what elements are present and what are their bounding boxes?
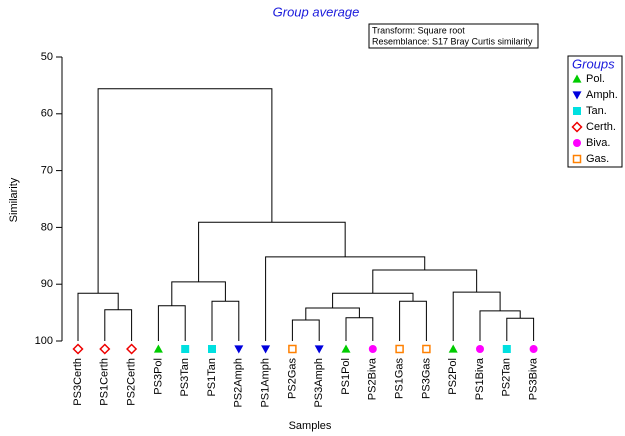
merge-link [198, 221, 346, 282]
merge-link [211, 300, 240, 341]
sample-label: PS3Amph [313, 358, 325, 408]
sample-marker [261, 345, 271, 354]
sample-label: PS3Biva [528, 357, 540, 400]
sample-label: PS1Gas [394, 358, 406, 399]
y-tick-label: 80 [41, 221, 53, 233]
legend-marker [571, 121, 583, 133]
legend-title: Groups [572, 56, 615, 71]
merge-link [479, 310, 521, 341]
y-axis-label: Similarity [8, 177, 20, 222]
sample-label: PS2Tan [501, 358, 513, 397]
merge-link [291, 319, 320, 341]
sample-marker [368, 345, 377, 353]
sample-label: PS2Biva [367, 357, 379, 400]
sample-marker [314, 345, 324, 354]
sample-label: PS2Gas [286, 358, 298, 399]
y-tick-label: 100 [35, 335, 53, 347]
sample-marker [341, 344, 351, 353]
sample-marker [395, 344, 404, 354]
merge-link [157, 305, 186, 341]
legend-label: Biva. [586, 137, 610, 149]
merge-link [345, 317, 374, 341]
merge-link [399, 300, 427, 341]
sample-label: PS2Pol [447, 358, 459, 395]
merge-link [506, 317, 535, 341]
sample-marker [208, 345, 216, 353]
sample-label: PS3Tan [179, 358, 191, 397]
merge-link [332, 292, 414, 309]
legend-label: Amph. [586, 89, 618, 101]
y-tick-label: 90 [41, 278, 53, 290]
sample-label: PS1Certh [99, 358, 111, 406]
y-tick-label: 60 [41, 108, 53, 120]
y-tick-label: 50 [41, 51, 53, 63]
note: Transform: Square root [372, 25, 465, 35]
merge-link [372, 269, 478, 294]
sample-marker [99, 343, 111, 355]
sample-marker [448, 344, 458, 353]
sample-marker [181, 345, 190, 353]
sample-label: PS3Pol [152, 358, 164, 395]
sample-label: PS1Biva [474, 357, 486, 400]
merge-link [77, 292, 119, 341]
merge-link [452, 291, 501, 341]
note: Resemblance: S17 Bray Curtis similarity [372, 36, 533, 46]
sample-marker [288, 344, 297, 354]
sample-marker [422, 344, 431, 354]
sample-marker [126, 343, 138, 355]
sample-marker [476, 345, 484, 353]
sample-marker [72, 343, 84, 355]
legend-marker [573, 139, 581, 147]
legend-marker [572, 154, 582, 164]
sample-label: PS2Certh [126, 358, 138, 406]
sample-marker [153, 344, 163, 353]
merge-link [171, 281, 226, 306]
note-box [368, 23, 539, 49]
sample-label: PS2Amph [233, 358, 245, 408]
x-axis-label: Samples [289, 420, 332, 432]
sample-marker [529, 345, 538, 353]
sample-label: PS1Tan [206, 358, 218, 397]
merge-link [104, 309, 133, 341]
sample-label: PS3Certh [72, 358, 84, 406]
legend-label: Tan. [586, 105, 607, 117]
merge-link [97, 88, 273, 294]
legend-marker [572, 91, 582, 100]
legend-label: Certh. [586, 121, 616, 133]
sample-label: PS1Pol [340, 358, 352, 395]
chart-title: Group average [273, 4, 360, 19]
sample-marker [502, 345, 511, 353]
sample-marker [234, 345, 244, 354]
sample-label: PS3Gas [420, 358, 432, 399]
legend-marker [573, 107, 581, 115]
legend-label: Pol. [586, 73, 605, 85]
y-tick-label: 70 [41, 165, 53, 177]
legend-marker [572, 74, 582, 83]
sample-label: PS1Amph [260, 358, 272, 408]
legend-label: Gas. [586, 153, 609, 165]
